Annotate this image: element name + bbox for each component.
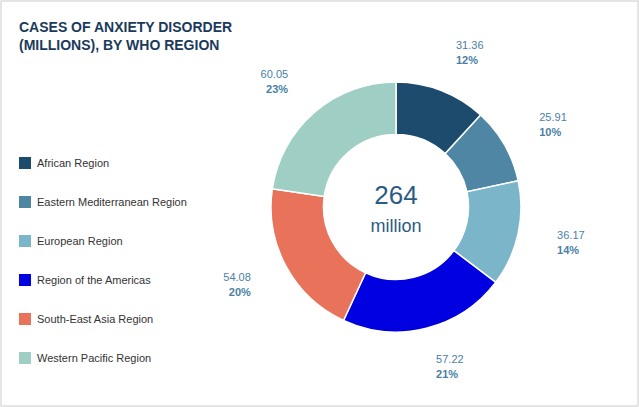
percentage-label: 20%	[229, 286, 251, 298]
value-label: 25.91	[539, 111, 567, 123]
percentage-label: 21%	[436, 368, 458, 380]
slices	[271, 82, 521, 332]
value-label: 31.36	[456, 39, 484, 51]
percentage-label: 23%	[266, 83, 288, 95]
legend-label: African Region	[37, 157, 109, 169]
slice	[271, 189, 366, 321]
legend-swatch	[19, 274, 31, 286]
percentage-label: 14%	[557, 244, 579, 256]
legend-swatch	[19, 313, 31, 325]
center-value: 264	[374, 180, 417, 210]
chart: CASES OF ANXIETY DISORDER(MILLIONS), BY …	[0, 0, 639, 407]
frame	[1, 1, 638, 406]
legend-swatch	[19, 157, 31, 169]
legend-label: South-East Asia Region	[37, 313, 153, 325]
value-label: 54.08	[223, 271, 251, 283]
legend-label: European Region	[37, 235, 123, 247]
data-labels: 31.36 12% 25.91 10% 36.17 14% 57.22 21% 54.08 20%…	[223, 39, 584, 380]
slice	[445, 115, 518, 192]
legend-swatch	[19, 352, 31, 364]
chart-container: CASES OF ANXIETY DISORDER(MILLIONS), BY …	[0, 0, 639, 407]
legend-label: Region of the Americas	[37, 274, 151, 286]
legend-label: Western Pacific Region	[37, 352, 151, 364]
legend: African Region Eastern Mediterranean Regi…	[19, 157, 187, 364]
legend-swatch	[19, 235, 31, 247]
value-label: 57.22	[436, 353, 464, 365]
slice	[344, 251, 496, 332]
title: CASES OF ANXIETY DISORDER(MILLIONS), BY …	[19, 19, 232, 53]
legend-label: Eastern Mediterranean Region	[37, 196, 187, 208]
percentage-label: 10%	[539, 126, 561, 138]
value-label: 36.17	[557, 229, 585, 241]
legend-swatch	[19, 196, 31, 208]
value-label: 60.05	[261, 68, 289, 80]
center-unit: million	[370, 216, 421, 236]
percentage-label: 12%	[456, 54, 478, 66]
